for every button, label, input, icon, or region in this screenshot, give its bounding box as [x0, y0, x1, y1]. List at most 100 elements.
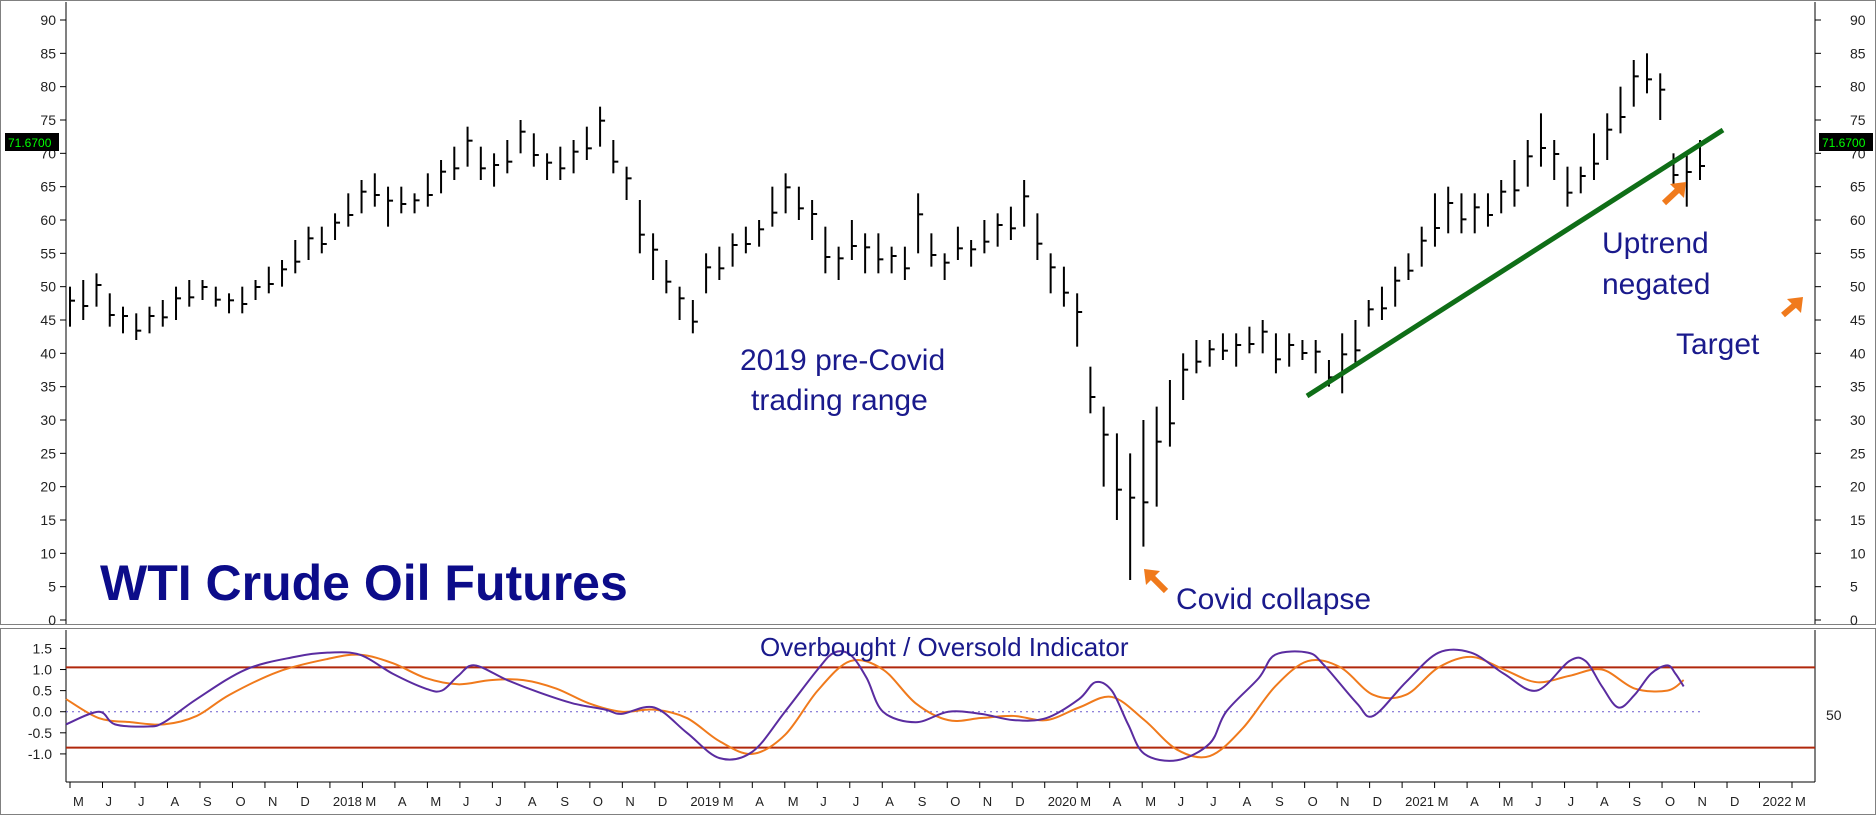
x-tick-label-39: N [1340, 794, 1349, 809]
last-price-tag-right: 71.6700 [1819, 133, 1873, 151]
last-price-tag-left: 71.6700 [5, 133, 59, 151]
x-tick-label-12: J [463, 794, 470, 809]
price-tick-label-right-4: 20 [1850, 479, 1866, 495]
x-tick-label-40: D [1373, 794, 1382, 809]
indicator-title: Overbought / Oversold Indicator [760, 632, 1129, 662]
price-tick-label-right-5: 25 [1850, 445, 1866, 461]
x-tick-label-28: N [983, 794, 992, 809]
x-tick-group: M J J A S O N D 2018 M A M J J A S O N D 2019 M A M J J A S O N D 2020… [69, 782, 1806, 809]
x-tick-label-10: A [398, 794, 407, 809]
x-tick-label-34: J [1178, 794, 1185, 809]
x-tick-label-35: J [1210, 794, 1217, 809]
price-tick-label-right-7: 35 [1850, 379, 1866, 395]
price-tick-label-right-3: 15 [1850, 512, 1866, 528]
target-label: Target [1676, 328, 1760, 361]
price-tick-label-right-18: 90 [1850, 12, 1866, 28]
price-tick-label-right-0: 0 [1850, 612, 1858, 628]
price-tick-label-left-8: 40 [40, 345, 56, 361]
x-tick-label-47: A [1600, 794, 1609, 809]
uptrend-label-line2: negated [1602, 268, 1710, 301]
price-tick-label-right-1: 5 [1850, 579, 1858, 595]
x-tick-label-51: D [1730, 794, 1739, 809]
x-tick-label-6: N [268, 794, 277, 809]
x-tick-label-11: M [430, 794, 441, 809]
indicator-right-tick: 50 [1826, 707, 1842, 723]
price-tick-label-left-15: 75 [40, 112, 56, 128]
x-tick-label-53: M [1795, 794, 1806, 809]
x-tick-label-1: J [105, 794, 112, 809]
uptrend-label-line1: Uptrend [1602, 227, 1709, 260]
covid-collapse-label: Covid collapse [1176, 583, 1371, 616]
x-tick-label-30: 2020 [1048, 794, 1077, 809]
price-tick-label-left-17: 85 [40, 45, 56, 61]
last-price-left-text: 71.6700 [8, 136, 52, 150]
target-arrow [1781, 297, 1803, 318]
x-tick-label-18: D [658, 794, 667, 809]
x-tick-label-13: J [495, 794, 502, 809]
price-tick-label-left-9: 45 [40, 312, 56, 328]
x-tick-label-22: M [788, 794, 799, 809]
x-tick-label-20: M [723, 794, 734, 809]
price-tick-label-left-16: 80 [40, 79, 56, 95]
price-tick-label-left-18: 90 [40, 12, 56, 28]
x-tick-label-5: O [235, 794, 245, 809]
x-tick-label-49: O [1665, 794, 1675, 809]
x-tick-label-0: M [73, 794, 84, 809]
price-tick-label-right-8: 40 [1850, 345, 1866, 361]
x-tick-label-9: M [365, 794, 376, 809]
uptrend-line [1305, 127, 1725, 399]
x-tick-label-50: N [1698, 794, 1707, 809]
x-tick-label-42: M [1438, 794, 1449, 809]
x-tick-label-21: A [755, 794, 764, 809]
covid-collapse-arrow [1144, 569, 1169, 594]
price-tick-label-right-9: 45 [1850, 312, 1866, 328]
x-tick-label-19: 2019 [690, 794, 719, 809]
x-tick-label-26: S [918, 794, 927, 809]
x-tick-label-8: 2018 [333, 794, 362, 809]
price-tick-label-left-2: 10 [40, 545, 56, 561]
price-tick-label-right-15: 75 [1850, 112, 1866, 128]
x-tick-label-24: J [853, 794, 860, 809]
price-tick-label-right-10: 50 [1850, 279, 1866, 295]
indicator-tick-label-4: -0.5 [28, 725, 52, 741]
price-tick-label-right-11: 55 [1850, 245, 1866, 261]
x-tick-label-45: J [1535, 794, 1542, 809]
x-tick-label-48: S [1633, 794, 1642, 809]
indicator-tick-label-1: 1.0 [33, 662, 53, 678]
indicator-tick-group: 1.5 1.0 0.5 0.0 -0.5 -1.0 [28, 640, 66, 762]
x-tick-label-38: O [1308, 794, 1318, 809]
price-tick-label-right-6: 30 [1850, 412, 1866, 428]
price-tick-label-right-2: 10 [1850, 545, 1866, 561]
price-tick-label-right-16: 80 [1850, 79, 1866, 95]
x-tick-label-44: M [1503, 794, 1514, 809]
x-tick-label-43: A [1470, 794, 1479, 809]
x-tick-label-25: A [885, 794, 894, 809]
x-tick-label-17: N [625, 794, 634, 809]
price-tick-label-left-4: 20 [40, 479, 56, 495]
indicator-tick-label-2: 0.5 [33, 683, 53, 699]
price-tick-label-left-6: 30 [40, 412, 56, 428]
x-tick-label-16: O [593, 794, 603, 809]
x-tick-label-37: S [1275, 794, 1284, 809]
price-tick-label-left-10: 50 [40, 279, 56, 295]
price-tick-label-right-17: 85 [1850, 45, 1866, 61]
price-tick-label-left-11: 55 [40, 245, 56, 261]
x-tick-label-36: A [1243, 794, 1252, 809]
x-tick-label-15: S [560, 794, 569, 809]
x-tick-label-4: S [203, 794, 212, 809]
price-tick-label-left-7: 35 [40, 379, 56, 395]
x-tick-label-2: J [138, 794, 145, 809]
price-tick-label-right-12: 60 [1850, 212, 1866, 228]
price-bars-group [69, 53, 1705, 580]
price-tick-label-left-5: 25 [40, 445, 56, 461]
x-tick-label-27: O [950, 794, 960, 809]
indicator-tick-label-0: 1.5 [33, 640, 53, 656]
x-tick-label-52: 2022 [1763, 794, 1792, 809]
x-tick-label-31: M [1080, 794, 1091, 809]
price-tick-label-left-1: 5 [48, 579, 56, 595]
pre-covid-label-line1: 2019 pre-Covid [740, 344, 945, 377]
pre-covid-label-line2: trading range [751, 384, 928, 417]
price-tick-label-left-3: 15 [40, 512, 56, 528]
